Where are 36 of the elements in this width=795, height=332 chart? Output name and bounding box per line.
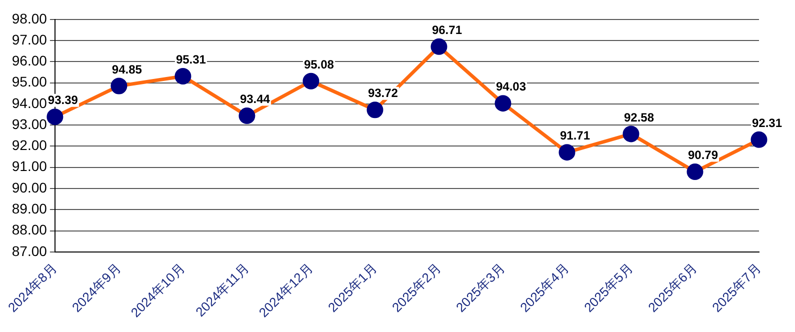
y-tick-label: 90.00 [12, 179, 48, 196]
point [430, 38, 448, 55]
point [750, 131, 768, 148]
point [622, 126, 640, 142]
data-label: 93.39 [48, 93, 78, 108]
data-label: 91.71 [560, 128, 590, 143]
data-label: 92.58 [624, 110, 654, 124]
data-label: 95.31 [176, 52, 206, 67]
point [238, 108, 256, 124]
point [686, 164, 704, 180]
y-tick-label: 89.00 [12, 200, 48, 216]
point [302, 72, 320, 90]
data-label: 92.31 [752, 116, 782, 130]
y-tick-label: 88.00 [12, 222, 48, 238]
y-tick-label: 92.00 [12, 137, 48, 154]
data-label: 93.72 [368, 86, 398, 100]
point [366, 102, 384, 118]
y-tick-label: 98.00 [12, 10, 48, 26]
point [174, 68, 192, 85]
y-tick-label: 91.00 [12, 158, 48, 174]
data-label: 96.71 [432, 22, 462, 37]
point [558, 144, 576, 161]
y-tick-label: 96.00 [12, 52, 48, 69]
y-tick-label: 97.00 [12, 31, 48, 48]
y-tick-label: 93.00 [12, 116, 48, 132]
point [110, 78, 128, 94]
y-tick-label: 94.00 [12, 94, 48, 111]
point [46, 108, 64, 126]
point [494, 95, 512, 112]
y-tick-label: 95.00 [12, 74, 48, 90]
data-label: 90.79 [688, 148, 718, 162]
data-label: 93.44 [240, 92, 270, 106]
data-label: 95.08 [304, 57, 334, 72]
y-tick-label: 87.00 [12, 242, 48, 259]
data-label: 94.85 [112, 62, 142, 76]
data-label: 94.03 [496, 80, 526, 94]
